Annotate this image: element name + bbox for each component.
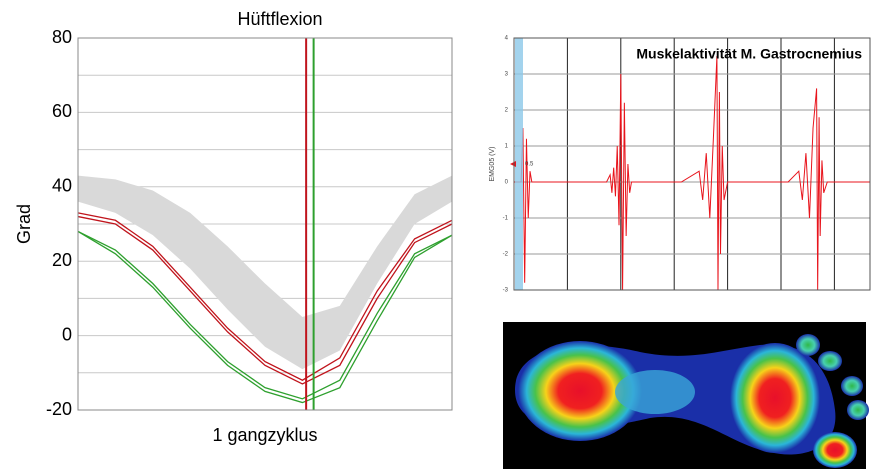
y-tick-label: 4 [505, 36, 509, 42]
chart-title: Hüftflexion [237, 9, 322, 29]
y-tick-label: -20 [46, 399, 72, 419]
y-tick-label: -3 [503, 288, 509, 294]
y-tick-label: 3 [505, 72, 509, 78]
y-axis-label: EMG05 (V) [489, 146, 496, 181]
cursor-label: 0.5 [525, 162, 534, 168]
cursor-band [515, 38, 523, 290]
y-axis-label: Grad [14, 204, 34, 244]
cursor-arrow [510, 161, 516, 167]
y-tick-label: 80 [52, 27, 72, 47]
y-tick-label: 1 [505, 144, 509, 150]
chart: -3 -2 -1 0 1 2 3 4 0.5 Muskelaktivität M. Gastroc… [489, 36, 870, 294]
y-tick-label: 0 [62, 324, 72, 344]
y-tick-label: 60 [52, 101, 72, 121]
y-tick-label: 20 [52, 250, 72, 270]
x-axis-label: 1 gangzyklus [212, 425, 317, 445]
y-tick-label: 0 [505, 180, 509, 186]
page: -20020406080HüftflexionGrad1 gangzyklus-… [0, 0, 881, 473]
chart-title: Muskelaktivität M. Gastrocnemius [636, 46, 862, 62]
pressure-map [503, 322, 869, 469]
y-tick-label: -2 [503, 252, 509, 258]
y-tick-label: 2 [505, 108, 509, 114]
chart: -20 0 20 40 60 80 Hüftflexion Grad 1 gangzyklus [14, 9, 452, 445]
y-tick-label: 40 [52, 176, 72, 196]
y-tick-label: -1 [503, 216, 509, 222]
